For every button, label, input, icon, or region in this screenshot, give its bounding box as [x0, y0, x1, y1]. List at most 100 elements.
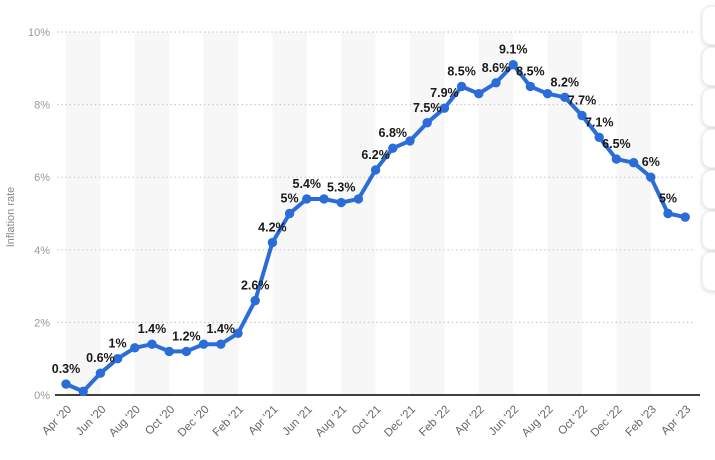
y-tick-label: 6% — [34, 172, 50, 184]
data-point[interactable] — [267, 237, 278, 248]
x-tick-label: Aug '22 — [520, 404, 556, 440]
data-point[interactable] — [302, 194, 312, 204]
data-point[interactable] — [508, 59, 518, 70]
data-point[interactable] — [164, 346, 174, 357]
data-point-label: 5.4% — [293, 177, 322, 191]
data-point-label: 0.3% — [52, 362, 81, 376]
data-point[interactable] — [198, 339, 209, 349]
data-point-label: 5.3% — [327, 181, 356, 195]
data-point[interactable] — [130, 343, 140, 353]
y-tick-label: 2% — [34, 317, 50, 329]
floating-toolbar-button[interactable] — [702, 129, 715, 168]
y-tick-label: 4% — [34, 245, 50, 257]
plot-band — [547, 32, 582, 395]
x-tick-label: Feb '22 — [417, 404, 452, 439]
x-tick-label: Aug '21 — [314, 404, 350, 440]
y-tick-label: 8% — [34, 100, 50, 112]
x-tick-label: Jun '20 — [74, 404, 108, 438]
data-point-label: 7.7% — [568, 93, 597, 107]
y-tick-label: 10% — [28, 27, 50, 39]
floating-toolbar-button[interactable] — [702, 47, 715, 86]
data-point[interactable] — [611, 154, 622, 164]
data-point[interactable] — [456, 81, 467, 92]
plot-band — [341, 32, 376, 395]
plot-band — [134, 32, 170, 395]
plot-band — [410, 32, 445, 395]
data-point-label: 9.1% — [499, 43, 528, 57]
data-point-label: 6.5% — [602, 137, 631, 151]
x-tick-label: Dec '22 — [589, 404, 625, 440]
data-point[interactable] — [663, 208, 673, 219]
x-tick-label: Dec '21 — [382, 404, 418, 440]
x-tick-label: Oct '22 — [556, 404, 590, 438]
data-point-label: 1.4% — [138, 322, 167, 336]
x-tick-label: Feb '23 — [624, 404, 659, 439]
x-tick-label: Jun '21 — [280, 404, 314, 438]
data-point[interactable] — [439, 103, 450, 113]
data-point-label: 8.6% — [482, 61, 511, 75]
data-point[interactable] — [78, 386, 88, 397]
data-point-label: 1.4% — [207, 322, 236, 336]
data-point[interactable] — [216, 339, 226, 349]
data-point[interactable] — [525, 81, 536, 92]
x-tick-label: Jun '22 — [487, 404, 521, 438]
data-point-label: 8.5% — [516, 64, 545, 78]
data-point[interactable] — [353, 194, 364, 204]
x-tick-label: Apr '21 — [247, 404, 281, 438]
data-point[interactable] — [319, 194, 329, 204]
data-point-label: 5% — [659, 192, 677, 206]
data-point-label: 8.5% — [447, 64, 476, 78]
data-point-label: 6% — [642, 155, 660, 169]
y-tick-label: 0% — [34, 390, 50, 402]
data-point[interactable] — [181, 346, 192, 357]
data-point[interactable] — [646, 172, 656, 182]
data-point[interactable] — [491, 78, 501, 88]
data-point[interactable] — [370, 165, 381, 175]
data-point[interactable] — [233, 328, 243, 338]
data-point-label: 7.5% — [413, 101, 442, 115]
x-tick-label: Apr '22 — [453, 404, 487, 438]
x-tick-label: Oct '20 — [143, 404, 177, 438]
x-tick-label: Apr '23 — [659, 404, 693, 438]
floating-toolbar-button[interactable] — [702, 88, 715, 127]
data-point-label: 0.6% — [86, 351, 115, 365]
x-tick-label: Feb '21 — [211, 404, 246, 439]
data-point-label: 6.2% — [361, 148, 390, 162]
y-axis-title: Inflation rate — [5, 187, 17, 248]
data-point[interactable] — [388, 143, 398, 153]
data-point-label: 8.2% — [551, 75, 580, 89]
data-point[interactable] — [560, 92, 570, 103]
data-point-label: 6.8% — [379, 126, 408, 140]
data-point[interactable] — [577, 110, 587, 121]
data-point[interactable] — [405, 136, 415, 146]
data-point[interactable] — [422, 118, 432, 128]
data-point[interactable] — [284, 208, 295, 219]
data-point[interactable] — [336, 197, 346, 208]
x-tick-label: Oct '21 — [350, 404, 384, 438]
data-point[interactable] — [95, 368, 106, 378]
data-point[interactable] — [474, 89, 484, 99]
data-point[interactable] — [542, 89, 553, 99]
floating-toolbar-button[interactable] — [702, 211, 715, 250]
data-point[interactable] — [594, 132, 604, 142]
data-point[interactable] — [250, 295, 260, 306]
data-point[interactable] — [628, 157, 639, 168]
data-point-label: 1% — [109, 337, 127, 351]
floating-toolbar-button[interactable] — [702, 170, 715, 209]
floating-toolbar-button[interactable] — [702, 6, 715, 45]
data-point[interactable] — [680, 212, 690, 222]
data-point[interactable] — [147, 339, 157, 349]
plot-band — [616, 32, 651, 395]
data-point[interactable] — [112, 354, 123, 364]
data-point[interactable] — [61, 379, 71, 389]
floating-toolbar-button[interactable] — [702, 252, 715, 291]
plot-band — [66, 32, 101, 395]
data-point-label: 4.2% — [258, 221, 287, 235]
data-point-label: 7.9% — [430, 86, 459, 100]
x-tick-label: Aug '20 — [107, 404, 143, 440]
plot-band — [478, 32, 514, 395]
x-tick-label: Dec '20 — [176, 404, 212, 440]
data-point-label: 1.2% — [172, 329, 201, 343]
